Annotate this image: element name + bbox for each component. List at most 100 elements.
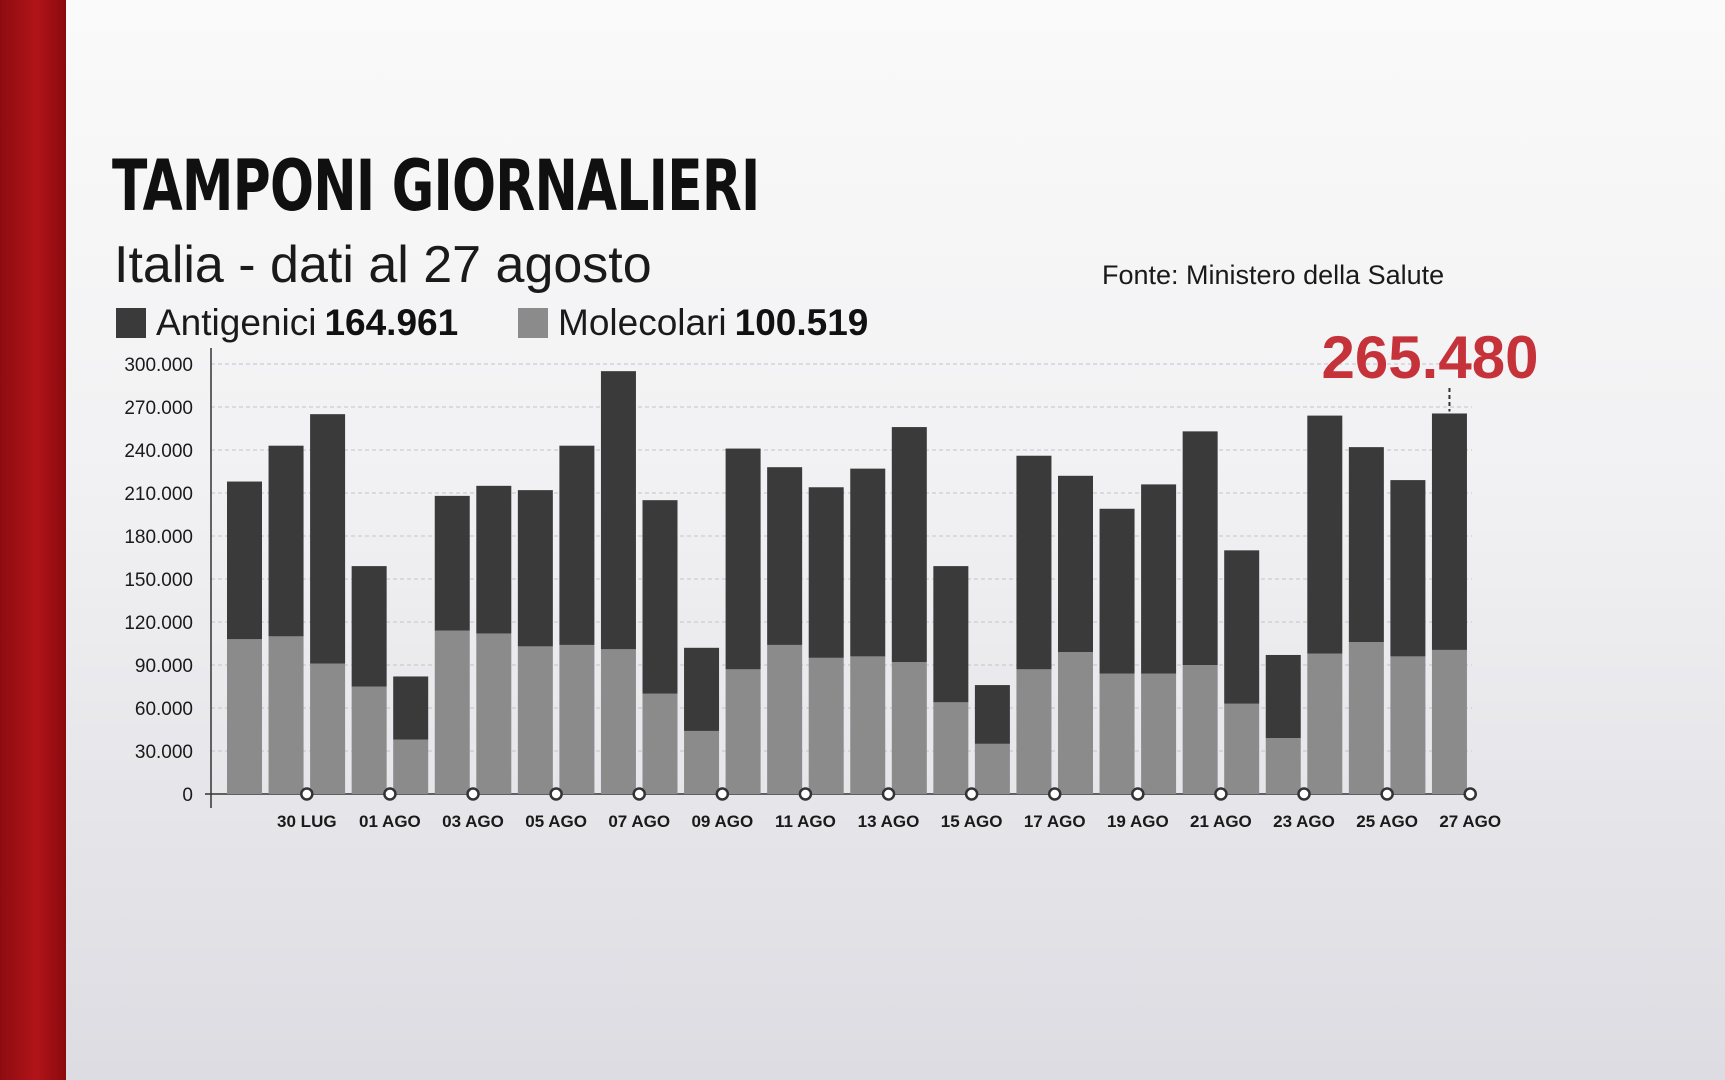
x-tick-label: 09 AGO (691, 812, 753, 831)
x-tick-marker (964, 787, 979, 801)
y-tick-label: 60.000 (135, 699, 193, 720)
x-tick-marker (1131, 787, 1145, 801)
x-tick-label: 25 AGO (1356, 812, 1418, 831)
y-tick-label: 270.000 (124, 398, 193, 419)
x-tick-marker (1463, 787, 1477, 801)
x-tick-label: 27 AGO (1439, 812, 1501, 831)
bar-molecolari (1016, 669, 1052, 794)
bar-molecolari (1431, 649, 1467, 794)
bar-molecolari (1348, 642, 1384, 794)
x-tick-marker (881, 787, 896, 801)
bar-antigenici (1182, 431, 1218, 665)
bar-antigenici (1224, 550, 1260, 704)
x-tick-label: 19 AGO (1107, 812, 1169, 831)
bar-antigenici (725, 448, 761, 670)
legend-swatch-antigenici (116, 308, 146, 338)
bar-molecolari (642, 693, 678, 794)
legend-value-antigenici: 164.961 (324, 302, 459, 343)
legend-item-molecolari: Molecolari 100.519 (518, 302, 869, 343)
chart-subtitle: Italia - dati al 27 agosto (114, 236, 652, 294)
bar-antigenici (559, 445, 595, 645)
bar-molecolari (310, 663, 346, 794)
x-tick-label: 01 AGO (359, 812, 421, 831)
legend-value-molecolari: 100.519 (734, 302, 869, 343)
bar-molecolari (517, 646, 553, 794)
bar-antigenici (1265, 654, 1301, 739)
y-tick-label: 150.000 (124, 570, 193, 591)
bar-molecolari (974, 743, 1010, 794)
bar-antigenici (351, 566, 387, 687)
x-tick-label: 05 AGO (525, 812, 587, 831)
y-tick-label: 240.000 (124, 441, 193, 462)
bar-molecolari (1390, 656, 1426, 794)
x-tick-label: 21 AGO (1190, 812, 1252, 831)
bar-molecolari (476, 633, 512, 794)
bar-molecolari (351, 686, 387, 794)
x-tick-marker (1214, 787, 1228, 801)
bar-molecolari (393, 739, 429, 794)
x-tick-marker (383, 787, 397, 801)
bar-molecolari (684, 730, 720, 794)
x-tick-label: 30 LUG (277, 812, 337, 831)
bar-antigenici (974, 685, 1010, 744)
bar-molecolari (600, 649, 636, 794)
y-tick-label: 120.000 (124, 613, 193, 634)
x-tick-marker (715, 787, 730, 801)
x-tick-marker (466, 787, 480, 801)
bar-antigenici (1099, 508, 1135, 674)
bar-antigenici (434, 495, 470, 631)
bar-molecolari (1099, 673, 1135, 794)
bar-antigenici (1307, 415, 1343, 654)
bar-molecolari (891, 662, 927, 794)
bar-antigenici (268, 445, 304, 637)
bar-molecolari (559, 644, 595, 794)
x-tick-label: 17 AGO (1024, 812, 1086, 831)
bar-molecolari (1141, 673, 1177, 794)
x-tick-label: 13 AGO (858, 812, 920, 831)
bar-molecolari (268, 636, 304, 794)
bar-molecolari (1307, 653, 1343, 794)
bar-antigenici (808, 487, 844, 658)
bar-molecolari (725, 669, 761, 794)
bar-molecolari (850, 656, 886, 794)
x-tick-label: 07 AGO (608, 812, 670, 831)
bar-antigenici (1016, 455, 1052, 670)
bar-antigenici (1390, 480, 1426, 657)
bar-antigenici (933, 566, 969, 703)
legend-label-antigenici: Antigenici (156, 302, 317, 343)
bar-antigenici (642, 500, 678, 694)
bar-antigenici (393, 676, 429, 740)
x-tick-marker (1380, 787, 1394, 801)
y-tick-label: 180.000 (124, 527, 193, 548)
y-tick-label: 300.000 (124, 355, 193, 376)
y-tick-label: 30.000 (135, 742, 193, 763)
bar-antigenici (310, 414, 346, 664)
y-tick-label: 210.000 (124, 484, 193, 505)
bar-antigenici (767, 467, 803, 645)
bar-antigenici (227, 481, 262, 640)
x-tick-label: 11 AGO (775, 812, 836, 831)
bar-molecolari (227, 639, 262, 794)
y-tick-label: 0 (182, 785, 193, 806)
bar-molecolari (1265, 738, 1301, 794)
bar-antigenici (850, 468, 886, 657)
bar-molecolari (1182, 665, 1218, 794)
brand-sidebar (0, 0, 66, 1080)
bar-antigenici (476, 485, 512, 634)
x-tick-label: 15 AGO (941, 812, 1003, 831)
bar-molecolari (808, 657, 844, 794)
bar-antigenici (1141, 484, 1177, 674)
highlight-value: 265.480 (1322, 324, 1539, 391)
legend-swatch-molecolari (518, 308, 548, 338)
bar-molecolari (933, 702, 969, 794)
x-tick-marker (632, 787, 646, 801)
x-tick-marker (1297, 787, 1311, 801)
bar-molecolari (1224, 703, 1260, 794)
legend-label-molecolari: Molecolari (558, 302, 727, 343)
x-tick-marker (798, 787, 813, 801)
bar-molecolari (1058, 652, 1093, 794)
bar-molecolari (767, 644, 803, 794)
bar-molecolari (434, 630, 470, 794)
bar-antigenici (1348, 447, 1384, 643)
